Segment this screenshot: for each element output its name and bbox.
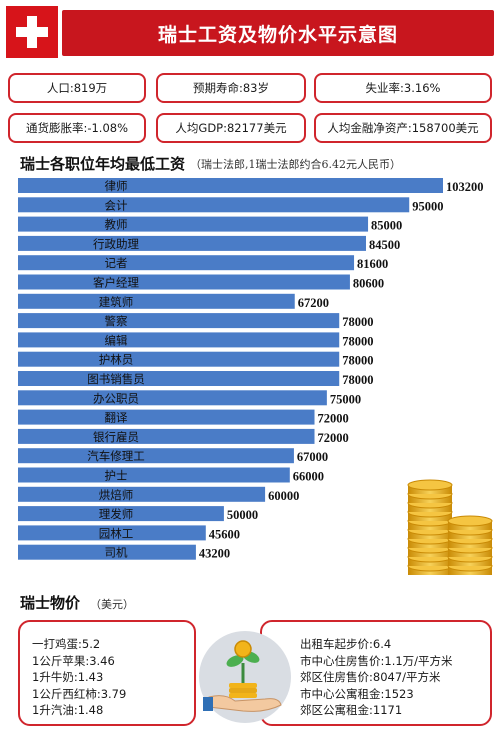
price-list-right: 出租车起步价:6.4 市中心住房售价:1.1万/平方米 郊区住房售价:8047/…: [300, 636, 453, 719]
bar-value-label: 84500: [369, 238, 400, 252]
wage-bar-chart: 律师 103200 会计 95000 教师 85000 行政助理 84500 记者 81600 客户…: [18, 178, 484, 561]
stat-inflation: 通货膨胀率:-1.08%: [8, 113, 146, 143]
bar-value-label: 60000: [268, 489, 299, 503]
bar-律师: [18, 178, 443, 193]
bar-value-label: 78000: [342, 354, 373, 368]
price-item: 出租车起步价:6.4: [300, 637, 392, 651]
bar-category-label: 理发师: [99, 507, 134, 521]
bar-category-label: 园林工: [99, 526, 134, 540]
bar-value-label: 103200: [446, 180, 484, 194]
title-bar: 瑞士工资及物价水平示意图: [62, 10, 494, 56]
bar-警察: [18, 313, 340, 329]
price-item: 1公斤西红柿:3.79: [32, 686, 127, 701]
bar-value-label: 43200: [199, 547, 230, 561]
bar-value-label: 78000: [342, 373, 373, 387]
bar-value-label: 67200: [298, 296, 329, 310]
bar-category-label: 图书销售员: [87, 372, 145, 386]
bar-value-label: 78000: [342, 315, 373, 329]
price-item: 1升汽油:1.48: [32, 703, 104, 717]
stat-population: 人口:819万: [8, 73, 146, 103]
wage-section-note: （瑞士法郎,1瑞士法郎约合6.42元人民币）: [190, 158, 401, 171]
money-hand-icon: [199, 631, 291, 723]
bar-value-label: 85000: [371, 219, 402, 233]
bar-办公职员: [18, 390, 327, 406]
bar-value-label: 95000: [412, 199, 443, 213]
bar-编辑: [18, 332, 340, 348]
bar-护林员: [18, 351, 340, 367]
bar-category-label: 记者: [105, 256, 128, 270]
bar-司机: [18, 544, 196, 560]
bar-value-label: 45600: [209, 527, 240, 541]
bar-value-label: 75000: [330, 392, 361, 406]
gold-coins-icon: [407, 479, 493, 575]
bar-记者: [18, 255, 355, 271]
bar-value-label: 66000: [293, 470, 324, 484]
bar-value-label: 67000: [297, 450, 328, 464]
bar-category-label: 编辑: [105, 333, 128, 347]
bar-教师: [18, 216, 369, 232]
bar-value-label: 72000: [318, 412, 349, 426]
bar-烘焙师: [18, 486, 266, 502]
bar-value-label: 78000: [342, 334, 373, 348]
bar-value-label: 81600: [357, 257, 388, 271]
bar-category-label: 会计: [105, 198, 128, 212]
bar-category-label: 办公职员: [93, 391, 139, 405]
bar-护士: [18, 467, 290, 483]
bar-category-label: 客户经理: [93, 276, 139, 290]
bar-图书销售员: [18, 371, 340, 386]
bar-category-label: 银行雇员: [93, 430, 139, 444]
swiss-flag-icon: [6, 6, 58, 58]
bar-category-label: 翻译: [105, 411, 128, 425]
price-box-right: [260, 620, 492, 726]
price-item: 一打鸡蛋:5.2: [32, 637, 101, 651]
bar-翻译: [18, 409, 315, 425]
stat-net-financial-assets: 人均金融净资产:158700美元: [314, 113, 492, 143]
bar-category-label: 律师: [105, 179, 128, 193]
bar-园林工: [18, 525, 206, 541]
bar-理发师: [18, 506, 224, 522]
stat-unemployment: 失业率:3.16%: [314, 73, 492, 103]
bar-value-label: 72000: [318, 431, 349, 445]
bar-银行雇员: [18, 428, 315, 444]
bar-category-label: 教师: [105, 218, 128, 232]
price-item: 郊区住房售价:8047/平方米: [300, 670, 441, 684]
bar-category-label: 司机: [105, 546, 128, 560]
price-item: 市中心住房售价:1.1万/平方米: [300, 653, 453, 668]
stat-gdp-per-capita: 人均GDP:82177美元: [156, 113, 306, 143]
price-box-left: [18, 620, 196, 726]
page-title: 瑞士工资及物价水平示意图: [157, 24, 398, 46]
bar-category-label: 护士: [105, 469, 128, 483]
bar-value-label: 50000: [227, 508, 258, 522]
price-item: 市中心公寓租金:1523: [300, 686, 414, 701]
bar-category-label: 汽车修理工: [87, 449, 145, 463]
bar-category-label: 建筑师: [99, 295, 134, 309]
bar-建筑师: [18, 293, 295, 309]
price-section-title: 瑞士物价: [20, 594, 81, 612]
price-item: 1升牛奶:1.43: [32, 670, 104, 684]
bar-行政助理: [18, 235, 366, 251]
bar-category-label: 警察: [105, 314, 128, 328]
bar-category-label: 行政助理: [93, 237, 139, 251]
bar-会计: [18, 197, 410, 213]
bar-category-label: 护林员: [99, 353, 134, 367]
wage-section-title: 瑞士各职位年均最低工资: [20, 155, 186, 173]
price-item: 1公斤苹果:3.46: [32, 653, 115, 668]
bar-value-label: 80600: [353, 277, 384, 291]
bar-客户经理: [18, 274, 350, 290]
bar-category-label: 烘焙师: [99, 488, 134, 502]
price-list-left: 一打鸡蛋:5.2 1公斤苹果:3.46 1升牛奶:1.43 1公斤西红柿:3.7…: [32, 636, 126, 719]
bar-汽车修理工: [18, 448, 294, 464]
stat-life-expectancy: 预期寿命:83岁: [156, 73, 306, 103]
price-section-note: （美元）: [90, 598, 134, 611]
price-item: 郊区公寓租金:1171: [300, 703, 403, 717]
